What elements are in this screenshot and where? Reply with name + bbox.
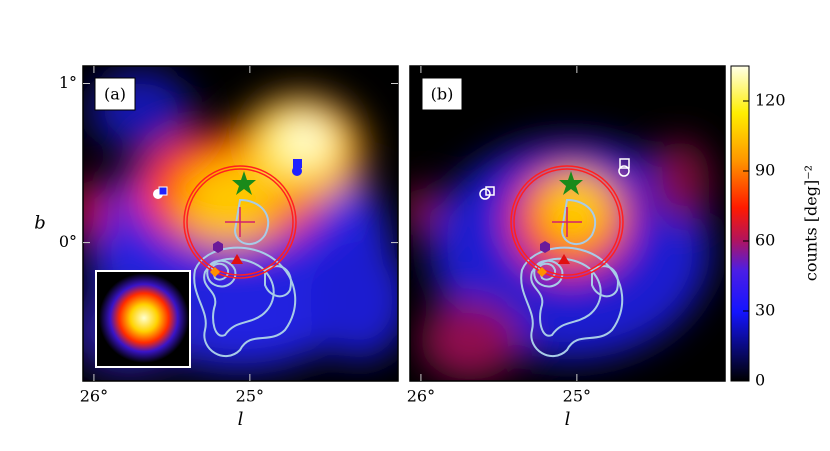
sources-a — [153, 159, 302, 199]
colorbar — [730, 65, 750, 382]
panel-label-box — [94, 77, 136, 111]
frame — [82, 65, 399, 382]
colorbar-tick-label: 120 — [755, 91, 786, 110]
x-tick-label: 25° — [563, 387, 591, 406]
x-tick-label: 26° — [80, 387, 108, 406]
y-tick-label: 1° — [59, 73, 77, 92]
frame — [409, 65, 726, 382]
colorbar-tick-label: 30 — [755, 301, 775, 320]
panel-label-box — [421, 77, 463, 111]
colorbar-tick-label: 60 — [755, 231, 775, 250]
y-tick-label: 0° — [59, 232, 77, 251]
x-axis-label: l — [565, 409, 571, 430]
x-tick-label: 25° — [236, 387, 264, 406]
colorbar-label: counts [deg]⁻² — [802, 165, 821, 281]
colorbar-tick-label: 90 — [755, 161, 775, 180]
colorbar-tick-label: 0 — [755, 371, 765, 390]
sources-b — [479, 158, 630, 200]
panel-label: (a) — [104, 85, 126, 104]
panel-label: (b) — [431, 85, 454, 104]
overlay — [183, 165, 297, 357]
x-tick-label: 26° — [407, 387, 435, 406]
y-axis-label: b — [34, 213, 46, 234]
x-axis-label: l — [238, 409, 244, 430]
